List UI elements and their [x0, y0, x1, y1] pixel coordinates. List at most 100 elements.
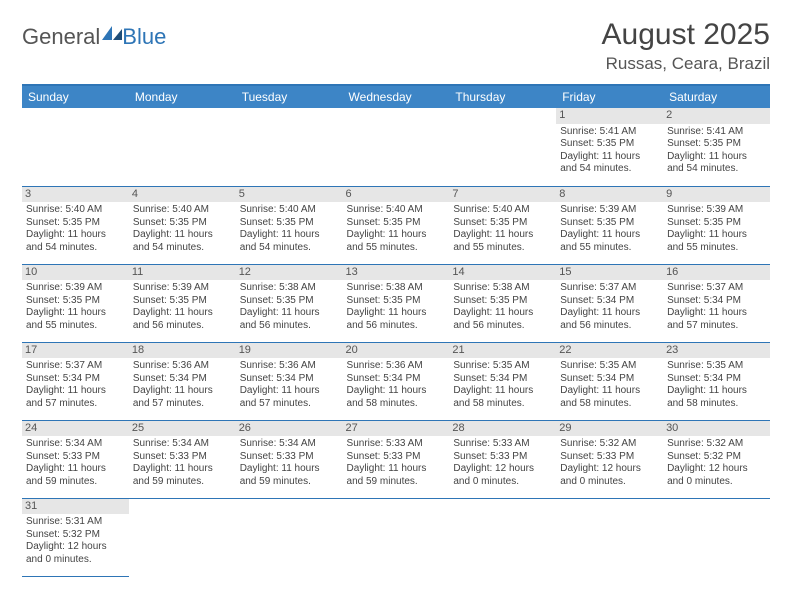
calendar-week-row: 31Sunrise: 5:31 AMSunset: 5:32 PMDayligh…	[22, 498, 770, 576]
calendar-day-cell: 31Sunrise: 5:31 AMSunset: 5:32 PMDayligh…	[22, 498, 129, 576]
calendar-day-cell: 26Sunrise: 5:34 AMSunset: 5:33 PMDayligh…	[236, 420, 343, 498]
day-number: 22	[556, 343, 663, 359]
calendar-week-row: 17Sunrise: 5:37 AMSunset: 5:34 PMDayligh…	[22, 342, 770, 420]
day-number: 25	[129, 421, 236, 437]
day-number: 28	[449, 421, 556, 437]
day-details: Sunrise: 5:33 AMSunset: 5:33 PMDaylight:…	[347, 438, 446, 488]
calendar-day-cell: 10Sunrise: 5:39 AMSunset: 5:35 PMDayligh…	[22, 264, 129, 342]
day-number: 30	[663, 421, 770, 437]
calendar-day-cell	[343, 498, 450, 576]
calendar-day-cell: 1 Sunrise: 5:41 AMSunset: 5:35 PMDaylight…	[556, 108, 663, 186]
location-text: Russas, Ceara, Brazil	[602, 54, 770, 74]
day-details: Sunrise: 5:35 AMSunset: 5:34 PMDaylight:…	[560, 360, 659, 410]
day-details: Sunrise: 5:36 AMSunset: 5:34 PMDaylight:…	[133, 360, 232, 410]
calendar-day-cell	[236, 108, 343, 186]
day-details: Sunrise: 5:36 AMSunset: 5:34 PMDaylight:…	[347, 360, 446, 410]
day-details: Sunrise: 5:38 AMSunset: 5:35 PMDaylight:…	[240, 282, 339, 332]
calendar-day-cell	[129, 108, 236, 186]
calendar-day-cell: 19Sunrise: 5:36 AMSunset: 5:34 PMDayligh…	[236, 342, 343, 420]
day-number: 20	[343, 343, 450, 359]
calendar-day-cell: 21Sunrise: 5:35 AMSunset: 5:34 PMDayligh…	[449, 342, 556, 420]
calendar-day-cell: 15Sunrise: 5:37 AMSunset: 5:34 PMDayligh…	[556, 264, 663, 342]
day-number: 23	[663, 343, 770, 359]
calendar-day-cell: 6Sunrise: 5:40 AMSunset: 5:35 PMDaylight…	[343, 186, 450, 264]
calendar-day-cell: 14Sunrise: 5:38 AMSunset: 5:35 PMDayligh…	[449, 264, 556, 342]
day-details: Sunrise: 5:32 AMSunset: 5:32 PMDaylight:…	[667, 438, 766, 488]
day-number: 10	[22, 265, 129, 281]
calendar-day-cell: 13Sunrise: 5:38 AMSunset: 5:35 PMDayligh…	[343, 264, 450, 342]
day-details: Sunrise: 5:40 AMSunset: 5:35 PMDaylight:…	[347, 204, 446, 254]
calendar-day-cell: 3Sunrise: 5:40 AMSunset: 5:35 PMDaylight…	[22, 186, 129, 264]
day-number: 18	[129, 343, 236, 359]
day-details: Sunrise: 5:40 AMSunset: 5:35 PMDaylight:…	[240, 204, 339, 254]
day-details: Sunrise: 5:37 AMSunset: 5:34 PMDaylight:…	[560, 282, 659, 332]
day-details: Sunrise: 5:38 AMSunset: 5:35 PMDaylight:…	[453, 282, 552, 332]
day-number: 3	[22, 187, 129, 203]
calendar-day-cell: 24Sunrise: 5:34 AMSunset: 5:33 PMDayligh…	[22, 420, 129, 498]
day-header: Tuesday	[236, 85, 343, 108]
day-header: Friday	[556, 85, 663, 108]
day-number: 1	[556, 108, 663, 124]
calendar-table: SundayMondayTuesdayWednesdayThursdayFrid…	[22, 84, 770, 577]
calendar-day-cell: 5Sunrise: 5:40 AMSunset: 5:35 PMDaylight…	[236, 186, 343, 264]
day-header: Saturday	[663, 85, 770, 108]
calendar-day-cell: 8Sunrise: 5:39 AMSunset: 5:35 PMDaylight…	[556, 186, 663, 264]
day-number: 21	[449, 343, 556, 359]
day-details: Sunrise: 5:40 AMSunset: 5:35 PMDaylight:…	[133, 204, 232, 254]
calendar-day-cell	[22, 108, 129, 186]
day-number: 27	[343, 421, 450, 437]
day-number: 2	[663, 108, 770, 124]
day-details: Sunrise: 5:41 AMSunset: 5:35 PMDaylight:…	[560, 126, 659, 176]
header: General Blue August 2025 Russas, Ceara, …	[22, 18, 770, 74]
calendar-day-cell: 23Sunrise: 5:35 AMSunset: 5:34 PMDayligh…	[663, 342, 770, 420]
page-title: August 2025	[602, 18, 770, 52]
calendar-day-cell: 28Sunrise: 5:33 AMSunset: 5:33 PMDayligh…	[449, 420, 556, 498]
day-header: Sunday	[22, 85, 129, 108]
calendar-day-cell: 11Sunrise: 5:39 AMSunset: 5:35 PMDayligh…	[129, 264, 236, 342]
calendar-body: 1 Sunrise: 5:41 AMSunset: 5:35 PMDaylight…	[22, 108, 770, 576]
day-details: Sunrise: 5:35 AMSunset: 5:34 PMDaylight:…	[667, 360, 766, 410]
day-number: 24	[22, 421, 129, 437]
day-number: 15	[556, 265, 663, 281]
day-details: Sunrise: 5:39 AMSunset: 5:35 PMDaylight:…	[560, 204, 659, 254]
calendar-day-cell: 29Sunrise: 5:32 AMSunset: 5:33 PMDayligh…	[556, 420, 663, 498]
day-number: 4	[129, 187, 236, 203]
day-header: Monday	[129, 85, 236, 108]
day-number: 16	[663, 265, 770, 281]
day-details: Sunrise: 5:39 AMSunset: 5:35 PMDaylight:…	[133, 282, 232, 332]
day-details: Sunrise: 5:37 AMSunset: 5:34 PMDaylight:…	[26, 360, 125, 410]
day-number: 17	[22, 343, 129, 359]
day-details: Sunrise: 5:34 AMSunset: 5:33 PMDaylight:…	[26, 438, 125, 488]
day-details: Sunrise: 5:33 AMSunset: 5:33 PMDaylight:…	[453, 438, 552, 488]
logo: General Blue	[22, 24, 166, 50]
calendar-day-cell	[236, 498, 343, 576]
day-details: Sunrise: 5:37 AMSunset: 5:34 PMDaylight:…	[667, 282, 766, 332]
day-details: Sunrise: 5:40 AMSunset: 5:35 PMDaylight:…	[26, 204, 125, 254]
logo-sail-icon	[102, 26, 122, 40]
calendar-day-cell	[663, 498, 770, 576]
day-number: 7	[449, 187, 556, 203]
calendar-week-row: 3Sunrise: 5:40 AMSunset: 5:35 PMDaylight…	[22, 186, 770, 264]
calendar-week-row: 1 Sunrise: 5:41 AMSunset: 5:35 PMDaylight…	[22, 108, 770, 186]
calendar-day-cell: 17Sunrise: 5:37 AMSunset: 5:34 PMDayligh…	[22, 342, 129, 420]
calendar-day-cell: 22Sunrise: 5:35 AMSunset: 5:34 PMDayligh…	[556, 342, 663, 420]
calendar-day-cell: 30Sunrise: 5:32 AMSunset: 5:32 PMDayligh…	[663, 420, 770, 498]
logo-text-general: General	[22, 24, 100, 50]
day-number: 12	[236, 265, 343, 281]
calendar-day-cell	[449, 498, 556, 576]
day-details: Sunrise: 5:39 AMSunset: 5:35 PMDaylight:…	[26, 282, 125, 332]
calendar-day-cell: 25Sunrise: 5:34 AMSunset: 5:33 PMDayligh…	[129, 420, 236, 498]
day-details: Sunrise: 5:40 AMSunset: 5:35 PMDaylight:…	[453, 204, 552, 254]
day-number: 11	[129, 265, 236, 281]
calendar-day-cell: 7Sunrise: 5:40 AMSunset: 5:35 PMDaylight…	[449, 186, 556, 264]
day-details: Sunrise: 5:36 AMSunset: 5:34 PMDaylight:…	[240, 360, 339, 410]
day-number: 29	[556, 421, 663, 437]
calendar-day-cell: 4Sunrise: 5:40 AMSunset: 5:35 PMDaylight…	[129, 186, 236, 264]
logo-text-blue: Blue	[122, 24, 166, 50]
calendar-day-cell: 12Sunrise: 5:38 AMSunset: 5:35 PMDayligh…	[236, 264, 343, 342]
title-block: August 2025 Russas, Ceara, Brazil	[602, 18, 770, 74]
calendar-day-cell: 9Sunrise: 5:39 AMSunset: 5:35 PMDaylight…	[663, 186, 770, 264]
calendar-day-cell	[556, 498, 663, 576]
day-details: Sunrise: 5:39 AMSunset: 5:35 PMDaylight:…	[667, 204, 766, 254]
day-number: 31	[22, 499, 129, 515]
